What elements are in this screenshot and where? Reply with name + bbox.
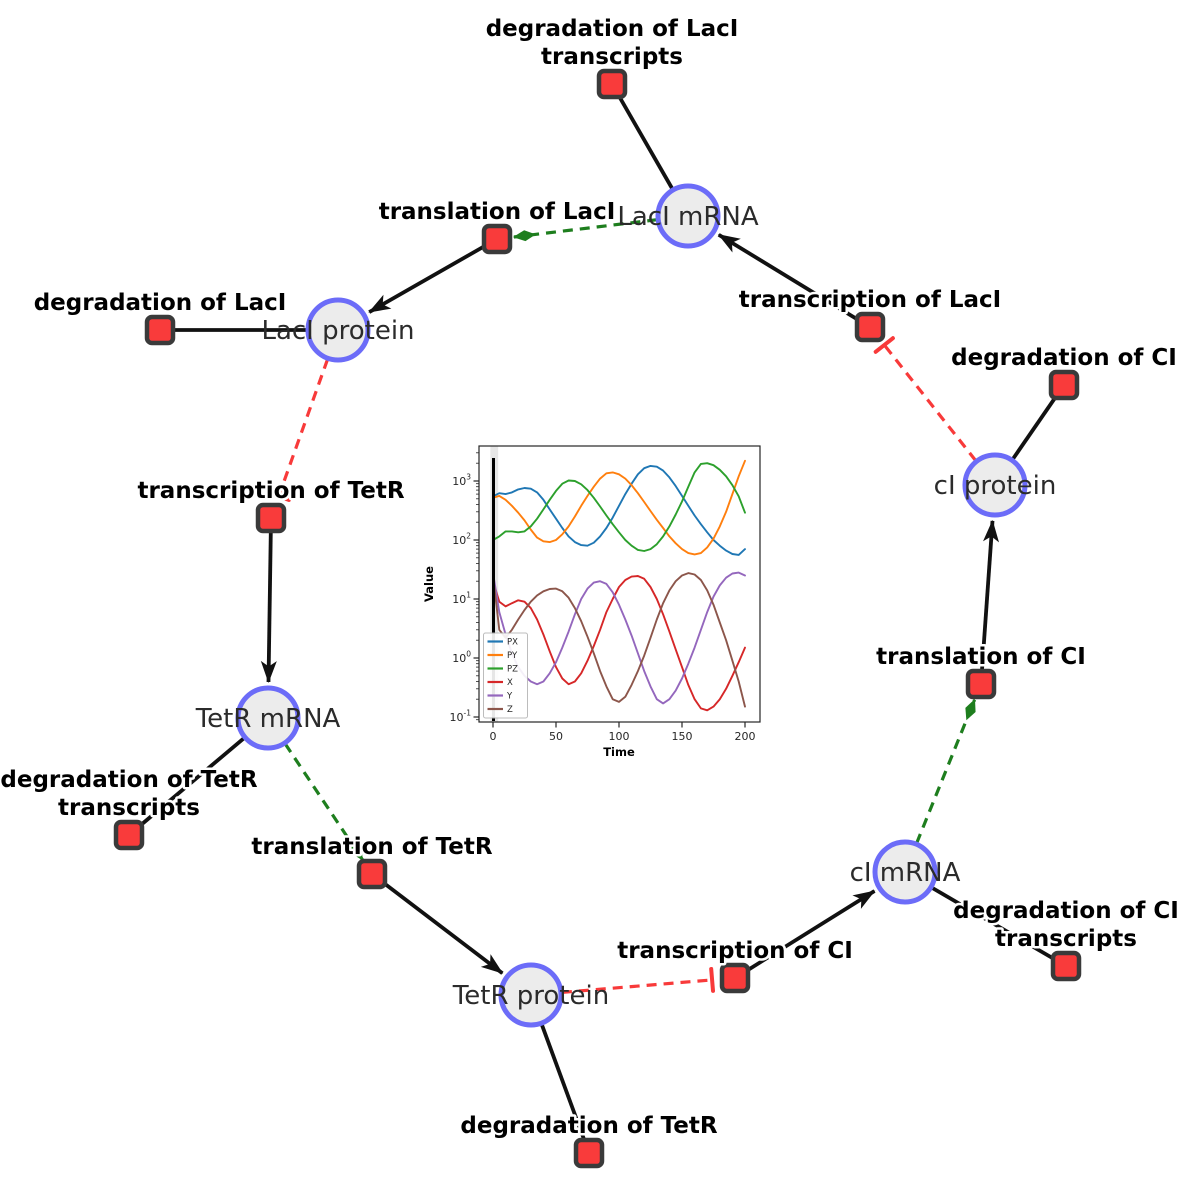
chart-series-PZ [492, 462, 746, 552]
degradation-of-ci-label: degradation of CI [951, 345, 1177, 371]
legend-label: PY [507, 651, 518, 661]
reaction-node-transcription-of-tetr [255, 502, 287, 534]
species-node-ci-mrna [872, 839, 938, 905]
reaction-node-translation-of-tetr [356, 858, 388, 890]
chart-series-PY [492, 459, 746, 556]
edge-consumption-tetr-protein-to-degradation-of-tetr [539, 1022, 586, 1141]
legend-label: PZ [507, 665, 518, 675]
y-tick-label: 100 [452, 650, 471, 666]
edge-consumption-laci-mrna-to-degradation-of-laci-transcripts [617, 95, 675, 191]
reaction-node-transcription-of-ci [719, 962, 751, 994]
translation-of-laci-label: translation of LacI [379, 199, 616, 225]
ci-mrna-label: cI mRNA [850, 858, 961, 888]
edge-consumption-ci-mrna-to-degradation-of-ci-transcripts [929, 885, 1055, 961]
transcription-of-tetr-label: transcription of TetR [137, 478, 404, 504]
edge-production-transcription-of-tetr-to-tetr-mrna [260, 531, 277, 683]
reaction-node-transcription-of-laci [854, 311, 886, 343]
edge-consumption-tetr-mrna-to-degradation-of-tetr-transcripts [138, 735, 247, 828]
edge-production-translation-of-ci-to-ci-protein [980, 519, 1000, 671]
species-node-laci-mrna [655, 183, 721, 249]
y-tick-label: 102 [452, 532, 471, 548]
chart-series-PX [492, 464, 746, 556]
reaction-node-translation-of-ci [965, 668, 997, 700]
y-axis-ticks: 103 102 101 100 10-1 [450, 452, 479, 725]
translation-of-ci-label: translation of CI [876, 644, 1086, 670]
y-axis-label: Value [422, 566, 436, 602]
species-node-laci-protein [305, 297, 371, 363]
legend-entry-Z: Z [487, 705, 513, 715]
legend-entry-X: X [487, 678, 513, 688]
transcription-of-laci-label: transcription of LacI [739, 287, 1002, 313]
legend-label: X [507, 678, 513, 688]
degradation-of-tetr-label: degradation of TetR [460, 1113, 717, 1139]
laci-mrna-label: LacI mRNA [617, 202, 758, 232]
edge-consumption-ci-protein-to-degradation-of-ci [1010, 395, 1058, 462]
species-node-tetr-protein [498, 962, 564, 1028]
species-node-ci-protein [962, 452, 1028, 518]
chart-series-Y [492, 571, 746, 705]
reaction-node-degradation-of-ci-transcripts [1050, 950, 1082, 982]
x-tick-label: 150 [672, 730, 693, 743]
legend-entry-Y: Y [487, 692, 513, 702]
x-tick-label: 200 [735, 730, 756, 743]
edge-inhibition-tetr-protein-to-transcription-of-ci [561, 966, 716, 994]
species-node-tetr-mrna [235, 685, 301, 751]
x-axis-ticks: 0 50 100 150 200 [490, 722, 756, 743]
reaction-nodes-layer [113, 68, 1082, 1169]
edge-production-transcription-of-laci-to-laci-mrna [717, 233, 859, 322]
edges-layer [138, 95, 1058, 1141]
reaction-node-degradation-of-ci [1048, 369, 1080, 401]
labels-layer: degradation of LacI transcripts translatio… [0, 14, 1181, 1142]
chart-legend: PX PY PZ XYZ [483, 632, 528, 719]
degradation-of-tetr-transcripts-label: degradation of TetR transcripts [0, 767, 257, 821]
edge-production-translation-of-tetr-to-tetr-protein [381, 880, 504, 975]
reaction-node-degradation-of-tetr [573, 1137, 605, 1169]
legend-label: Y [506, 692, 513, 702]
degradation-of-ci-transcripts-label: degradation of CI transcripts [953, 898, 1179, 952]
degradation-of-laci-label: degradation of LacI [34, 290, 287, 316]
ci-protein-label: cI protein [934, 471, 1057, 501]
edge-production-translation-of-laci-to-laci-protein [368, 244, 486, 314]
y-tick-label: 101 [452, 591, 471, 607]
edge-inhibition-ci-protein-to-transcription-of-laci [873, 336, 978, 462]
x-tick-label: 0 [490, 730, 497, 743]
chart-series-layer [492, 459, 746, 712]
x-tick-label: 100 [609, 730, 630, 743]
legend-entry-PY: PY [487, 651, 518, 661]
legend-label: PX [507, 638, 518, 648]
edge-activation-laci-mrna-to-translation-of-laci [512, 218, 658, 242]
transcription-of-ci-label: transcription of CI [617, 938, 853, 964]
reaction-node-degradation-of-laci-transcripts [596, 68, 628, 100]
degradation-of-laci-transcripts-label: degradation of LacI transcripts [486, 16, 739, 70]
reaction-node-translation-of-laci [481, 223, 513, 255]
edge-production-transcription-of-ci-to-ci-mrna [745, 889, 876, 973]
chart-series-Z [492, 572, 746, 708]
species-nodes-layer [235, 183, 1028, 1028]
legend-label: Z [507, 705, 513, 715]
chart-series-X [492, 575, 746, 712]
legend-entry-PZ: PZ [487, 665, 518, 675]
tetr-mrna-label: TetR mRNA [195, 704, 341, 734]
reaction-node-degradation-of-laci [144, 314, 176, 346]
reaction-node-degradation-of-tetr-transcripts [113, 819, 145, 851]
edge-activation-ci-mrna-to-translation-of-ci [915, 698, 977, 844]
y-tick-label: 10-1 [450, 709, 472, 725]
legend-entry-PX: PX [487, 638, 518, 648]
tetr-protein-label: TetR protein [452, 981, 609, 1011]
chart-legend-box [483, 632, 528, 719]
translation-of-tetr-label: translation of TetR [251, 834, 492, 860]
x-axis-label: Time [603, 745, 635, 759]
edge-activation-tetr-mrna-to-translation-of-tetr [283, 742, 364, 861]
x-tick-label: 50 [549, 730, 563, 743]
edge-inhibition-laci-protein-to-transcription-of-tetr [266, 358, 330, 502]
laci-protein-label: LacI protein [261, 316, 414, 346]
y-tick-label: 103 [452, 473, 471, 489]
